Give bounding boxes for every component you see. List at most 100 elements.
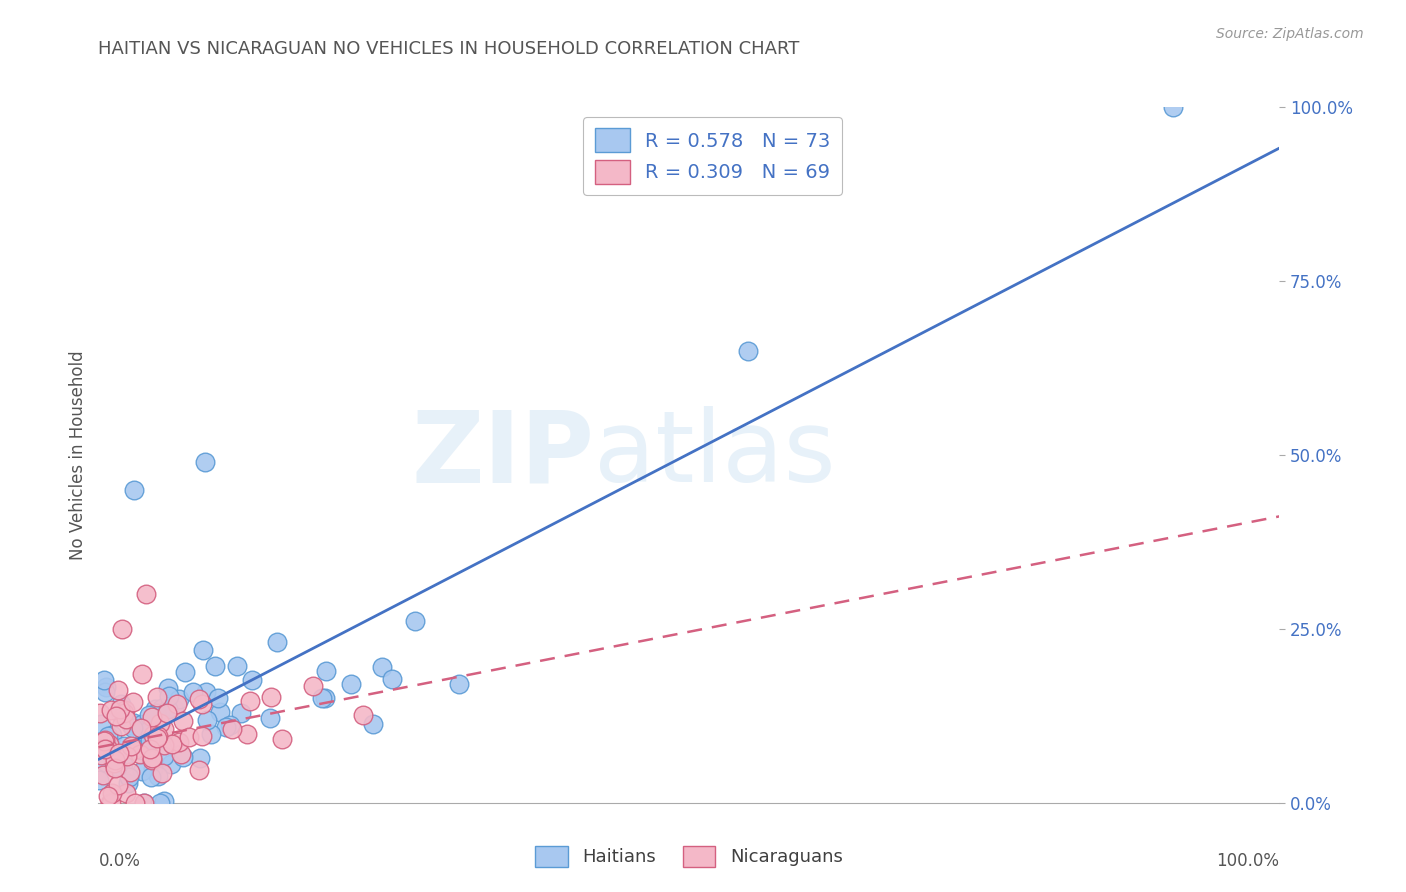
Point <box>108 706 131 720</box>
Point <box>124 796 146 810</box>
Point <box>139 741 162 756</box>
Point <box>132 796 155 810</box>
Point <box>122 743 145 757</box>
Point <box>111 622 134 636</box>
Point <box>191 729 214 743</box>
Point <box>167 734 190 748</box>
Point <box>138 707 160 722</box>
Point <box>89 706 111 721</box>
Point <box>100 796 122 810</box>
Point <box>122 483 145 497</box>
Point <box>301 679 323 693</box>
Point <box>108 702 131 716</box>
Point <box>195 714 218 728</box>
Point <box>1161 100 1184 114</box>
Point <box>120 764 142 779</box>
Point <box>153 739 176 753</box>
Point <box>103 756 125 770</box>
Point <box>105 708 128 723</box>
Point <box>128 747 150 761</box>
Text: Source: ZipAtlas.com: Source: ZipAtlas.com <box>1216 27 1364 41</box>
Point <box>104 752 127 766</box>
Point <box>361 717 384 731</box>
Point <box>204 658 226 673</box>
Point <box>142 762 165 776</box>
Point <box>157 689 180 703</box>
Point <box>157 702 180 716</box>
Y-axis label: No Vehicles in Household: No Vehicles in Household <box>69 350 87 560</box>
Point <box>87 772 110 787</box>
Point <box>120 739 142 754</box>
Point <box>107 778 129 792</box>
Point <box>149 796 172 810</box>
Point <box>100 703 122 717</box>
Point <box>167 692 190 706</box>
Point <box>131 764 153 778</box>
Point <box>114 703 136 717</box>
Point <box>208 705 231 719</box>
Point <box>135 587 157 601</box>
Point <box>157 681 180 695</box>
Point <box>112 757 135 772</box>
Point <box>101 786 124 800</box>
Point <box>194 684 217 698</box>
Point <box>166 698 188 712</box>
Point <box>112 739 135 753</box>
Point <box>122 695 145 709</box>
Point <box>115 787 138 801</box>
Point <box>218 718 240 732</box>
Point <box>370 659 392 673</box>
Point <box>225 659 247 673</box>
Point <box>112 706 135 720</box>
Point <box>93 734 115 748</box>
Point <box>90 748 112 763</box>
Point <box>404 615 426 629</box>
Point <box>315 664 337 678</box>
Point <box>91 768 114 782</box>
Point <box>146 731 169 745</box>
Point <box>352 708 374 723</box>
Point <box>98 796 121 810</box>
Point <box>94 685 117 699</box>
Point <box>259 711 281 725</box>
Point <box>447 677 470 691</box>
Point <box>138 723 160 738</box>
Point <box>260 690 283 704</box>
Point <box>146 690 169 704</box>
Point <box>266 634 288 648</box>
Point <box>91 742 114 756</box>
Point <box>737 343 759 358</box>
Point <box>94 742 117 756</box>
Point <box>122 715 145 730</box>
Point <box>145 706 167 720</box>
Point <box>93 673 115 687</box>
Legend: R = 0.578   N = 73, R = 0.309   N = 69: R = 0.578 N = 73, R = 0.309 N = 69 <box>583 117 842 195</box>
Point <box>105 760 128 774</box>
Point <box>139 733 162 747</box>
Point <box>128 743 150 757</box>
Point <box>148 729 170 743</box>
Point <box>101 728 124 742</box>
Point <box>97 729 120 743</box>
Point <box>107 747 129 761</box>
Point <box>149 716 172 731</box>
Point <box>150 701 173 715</box>
Point <box>120 718 142 732</box>
Point <box>191 643 214 657</box>
Point <box>114 712 136 726</box>
Point <box>143 702 166 716</box>
Text: HAITIAN VS NICARAGUAN NO VEHICLES IN HOUSEHOLD CORRELATION CHART: HAITIAN VS NICARAGUAN NO VEHICLES IN HOU… <box>98 40 800 58</box>
Point <box>146 769 169 783</box>
Point <box>194 455 217 469</box>
Point <box>117 775 139 789</box>
Point <box>131 717 153 731</box>
Point <box>156 706 179 721</box>
Point <box>110 697 132 711</box>
Point <box>215 720 238 734</box>
Point <box>240 673 263 687</box>
Point <box>170 747 193 762</box>
Point <box>153 722 176 736</box>
Point <box>235 726 257 740</box>
Point <box>179 730 201 744</box>
Point <box>311 690 333 705</box>
